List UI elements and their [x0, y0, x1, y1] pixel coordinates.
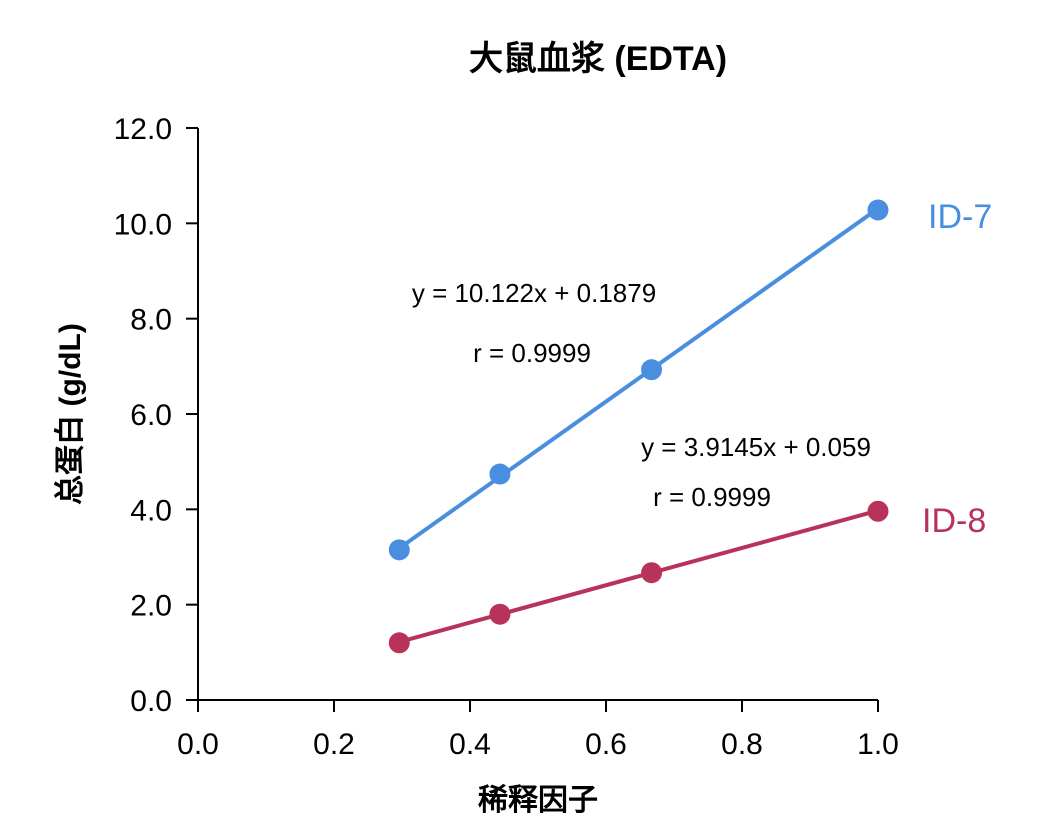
- legend-id7: ID-7: [928, 198, 992, 236]
- data-point-id8: [388, 632, 410, 654]
- y-axis-title: 总蛋白 (g/dL): [54, 323, 87, 505]
- x-tick-label: 0.8: [721, 728, 763, 761]
- y-tick-label: 4.0: [130, 494, 172, 527]
- y-tick-label: 6.0: [130, 399, 172, 432]
- y-tick-label: 2.0: [130, 590, 172, 623]
- id7-equation: y = 10.122x + 0.1879: [412, 278, 656, 308]
- series-id7: [388, 199, 889, 561]
- id8-r-value: r = 0.9999: [653, 482, 771, 512]
- axes: 0.0 2.0 4.0 6.0 8.0 10.0 12.0 0.0 0.2 0.4 0.6 0.8 1.…: [114, 113, 899, 761]
- x-tick-label: 0.6: [585, 728, 627, 761]
- y-tick-label: 0.0: [130, 685, 172, 718]
- id7-r-value: r = 0.9999: [473, 338, 591, 368]
- x-tick-label: 1.0: [857, 728, 899, 761]
- trendline-id7: [398, 206, 880, 550]
- x-tick-label: 0.4: [449, 728, 491, 761]
- y-tick-label: 10.0: [114, 208, 172, 241]
- y-tick-label: 8.0: [130, 304, 172, 337]
- series-layer: [388, 199, 889, 654]
- x-axis-title: 稀释因子: [478, 784, 598, 817]
- x-tick-label: 0.2: [313, 728, 355, 761]
- trendline-id8: [398, 508, 879, 644]
- data-point-id7: [641, 359, 663, 381]
- data-point-id8: [867, 500, 889, 522]
- data-point-id7: [388, 539, 410, 561]
- series-id8: [388, 500, 889, 654]
- id8-equation: y = 3.9145x + 0.059: [641, 432, 871, 462]
- data-point-id8: [641, 562, 663, 584]
- chart-title: 大鼠血浆 (EDTA): [469, 40, 727, 78]
- data-point-id7: [867, 199, 889, 221]
- data-point-id7: [489, 463, 511, 485]
- x-tick-label: 0.0: [177, 728, 219, 761]
- legend-id8: ID-8: [922, 502, 986, 540]
- data-point-id8: [489, 603, 511, 625]
- y-tick-label: 12.0: [114, 113, 172, 146]
